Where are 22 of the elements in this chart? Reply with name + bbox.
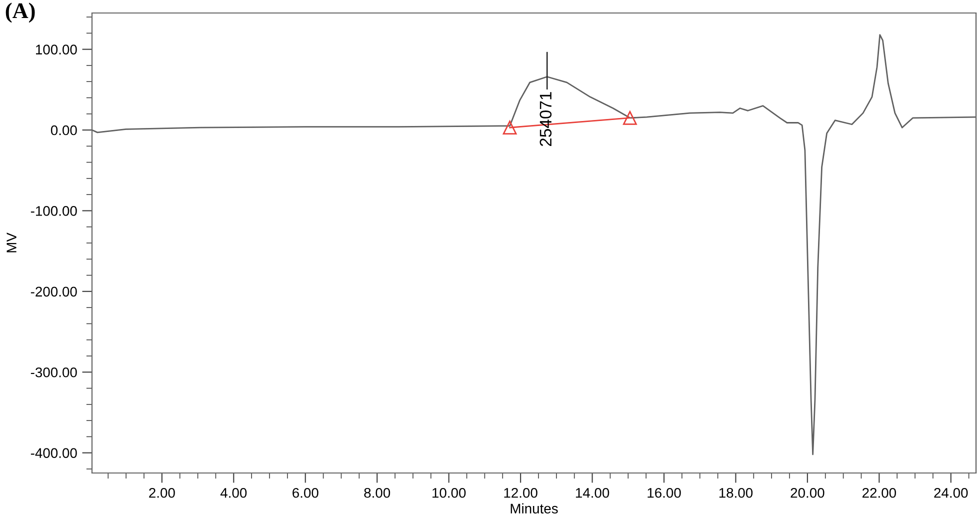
- x-tick-label: 6.00: [292, 488, 318, 498]
- x-tick-label: 18.00: [719, 488, 753, 498]
- x-tick-label: 22.00: [862, 488, 896, 498]
- x-tick-label: 12.00: [504, 488, 538, 498]
- y-tick-label: 100.00: [36, 44, 77, 54]
- x-tick-label: 4.00: [220, 488, 247, 498]
- y-tick-label: -200.00: [30, 286, 77, 297]
- x-tick-label: 20.00: [790, 488, 824, 498]
- y-tick-label: -400.00: [30, 448, 77, 458]
- annotation: 254071: [540, 92, 552, 146]
- x-tick-label: 24.00: [934, 488, 968, 498]
- y-axis-title: MV: [6, 232, 16, 252]
- x-tick-label: 2.00: [149, 488, 175, 498]
- y-tick-label: -100.00: [30, 206, 77, 216]
- x-tick-label: 14.00: [576, 488, 610, 498]
- y-tick-label: 0.00: [50, 125, 77, 136]
- x-tick-label: 10.00: [432, 488, 466, 498]
- x-axis-title: Minutes: [510, 503, 558, 514]
- text: (A): [6, 2, 35, 23]
- x-tick-label: 16.00: [648, 488, 681, 498]
- y-tick-label: -300.00: [30, 367, 77, 378]
- x-tick-label: 8.00: [364, 488, 390, 498]
